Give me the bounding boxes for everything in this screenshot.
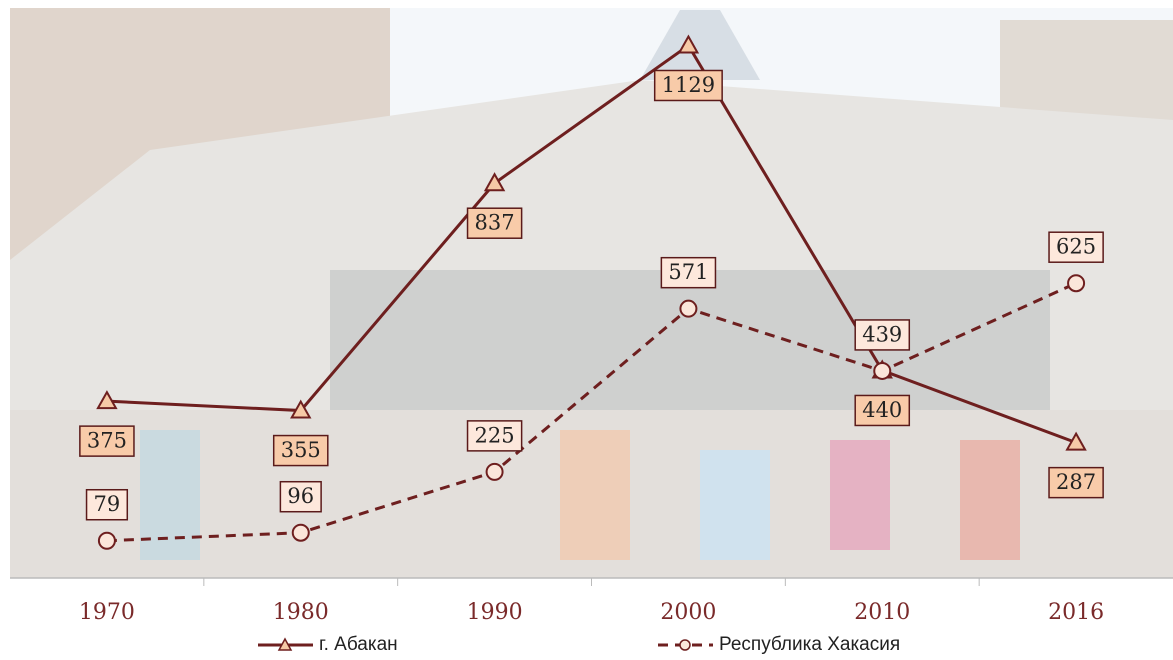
data-label: 837 — [466, 207, 523, 239]
data-label-box — [272, 434, 329, 467]
data-label-text: 79 — [94, 492, 121, 516]
data-label-box — [653, 69, 723, 102]
data-label-box — [1048, 231, 1104, 263]
point — [290, 399, 312, 419]
data-label-box — [79, 425, 135, 457]
point — [873, 361, 892, 380]
legend-marker — [679, 639, 691, 651]
legend-label: Республика Хакасия — [719, 634, 900, 655]
x-tick-label: 2010 — [854, 600, 910, 625]
data-label-text: 625 — [1056, 235, 1096, 259]
legend-label: г. Абакан — [319, 634, 398, 655]
data-label-text: 837 — [475, 211, 515, 235]
data-label-text: 96 — [287, 484, 314, 508]
series-line — [106, 43, 1077, 445]
data-label-text: 571 — [668, 260, 708, 284]
data-label: 96 — [279, 480, 322, 513]
series — [97, 274, 1086, 550]
x-tick-label: 1980 — [273, 600, 329, 625]
data-label-box — [660, 256, 717, 289]
data-label-box — [466, 207, 523, 239]
data-label: 1129 — [653, 69, 723, 102]
x-tick-label: 2016 — [1048, 600, 1104, 625]
point — [483, 172, 506, 192]
data-label: 355 — [272, 434, 329, 467]
data-label: 571 — [660, 256, 717, 289]
point — [97, 531, 116, 550]
data-label-box — [854, 319, 911, 351]
data-label: 79 — [85, 488, 129, 521]
background-photo — [10, 8, 1173, 578]
data-label-text: 355 — [281, 438, 321, 462]
point — [677, 34, 700, 54]
data-label: 375 — [79, 425, 135, 457]
photo-wash — [10, 8, 1173, 578]
data-label-box — [279, 480, 322, 513]
data-label-text: 440 — [862, 398, 902, 422]
series — [96, 34, 1087, 451]
x-tick-label: 1990 — [467, 600, 523, 625]
data-label: 225 — [466, 420, 523, 452]
point — [485, 462, 504, 481]
point — [679, 299, 698, 318]
data-label: 625 — [1048, 231, 1104, 263]
data-label: 439 — [854, 319, 911, 351]
data-label-text: 1129 — [662, 73, 715, 97]
data-label-box — [854, 394, 911, 427]
data-label-text: 287 — [1056, 470, 1096, 494]
point — [1067, 274, 1086, 293]
data-label-text: 375 — [87, 429, 127, 453]
point — [96, 390, 118, 410]
point — [1065, 431, 1087, 451]
point — [291, 523, 310, 542]
data-label-box — [466, 420, 523, 452]
legend-marker — [277, 637, 293, 651]
data-label: 287 — [1048, 466, 1104, 499]
data-label-text: 439 — [862, 322, 902, 346]
data-label-text: 225 — [475, 423, 515, 447]
data-label-box — [85, 488, 129, 521]
data-label-box — [1048, 466, 1104, 499]
series-line — [106, 281, 1077, 543]
x-tick-label: 1970 — [79, 600, 135, 625]
data-label: 440 — [854, 394, 911, 427]
x-tick-label: 2000 — [660, 600, 716, 625]
